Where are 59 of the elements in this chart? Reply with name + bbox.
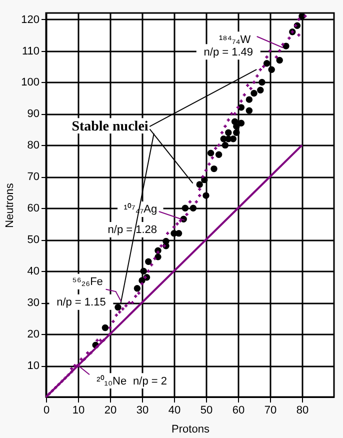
y-tick-label: 30 — [27, 297, 40, 310]
point — [230, 136, 237, 142]
y-axis-title: Neutrons — [4, 182, 16, 228]
y-tick-label: 90 — [27, 108, 40, 120]
point — [145, 258, 152, 266]
x-tick-label: 30 — [136, 404, 149, 416]
point — [190, 204, 197, 212]
point — [140, 268, 147, 274]
annotation: n/p = 1.28 — [108, 224, 158, 236]
x-tick-label: 60 — [232, 404, 245, 416]
annotation: Stable nuclei — [72, 119, 148, 134]
x-tick-label: 40 — [168, 404, 181, 416]
x-tick-label: 0 — [43, 404, 50, 416]
annotation: n/p = 1.49 — [204, 46, 254, 58]
point — [202, 192, 210, 199]
point — [282, 42, 290, 50]
point — [210, 165, 218, 172]
y-tick-label: 40 — [27, 266, 40, 278]
x-axis-title: Protons — [172, 424, 210, 436]
point — [268, 66, 275, 74]
point — [102, 324, 109, 332]
annotation: n/p = 2 — [133, 375, 167, 388]
point — [225, 129, 232, 136]
annotation: ¹⁸⁴₇₄W — [218, 34, 252, 46]
point — [175, 230, 182, 237]
y-tick-label: 110 — [22, 45, 40, 58]
point — [246, 96, 253, 103]
point — [134, 285, 141, 292]
y-tick-label: 10 — [27, 360, 40, 372]
point — [233, 129, 240, 136]
x-tick-label: 10 — [72, 404, 85, 416]
x-tick-label: 50 — [200, 404, 213, 416]
y-tick-label: 80 — [27, 140, 40, 152]
point — [196, 181, 203, 188]
point — [215, 151, 222, 158]
annotation: ²⁰₁₀Ne — [96, 374, 127, 388]
y-tick-label: 120 — [21, 14, 40, 26]
point — [276, 56, 283, 64]
point — [233, 122, 240, 130]
point — [207, 150, 214, 156]
y-tick-label: 20 — [27, 328, 40, 341]
annotation: ⁵⁶₂₆Fe — [72, 276, 103, 288]
x-tick-label: 20 — [104, 404, 117, 416]
annotation: n/p = 1.15 — [56, 296, 106, 309]
y-tick-label: 100 — [21, 76, 40, 89]
x-tick-label: 70 — [264, 404, 277, 416]
point — [246, 107, 253, 114]
point — [250, 90, 258, 97]
y-tick-label: 70 — [27, 171, 40, 184]
point — [238, 120, 245, 127]
point — [182, 204, 189, 212]
point — [263, 60, 270, 67]
point — [257, 86, 264, 94]
point — [114, 304, 122, 311]
y-tick-label: 60 — [27, 202, 40, 215]
x-tick-label: 80 — [296, 404, 309, 416]
y-tick-label: 50 — [27, 234, 40, 246]
point — [258, 78, 266, 86]
point — [222, 142, 229, 149]
